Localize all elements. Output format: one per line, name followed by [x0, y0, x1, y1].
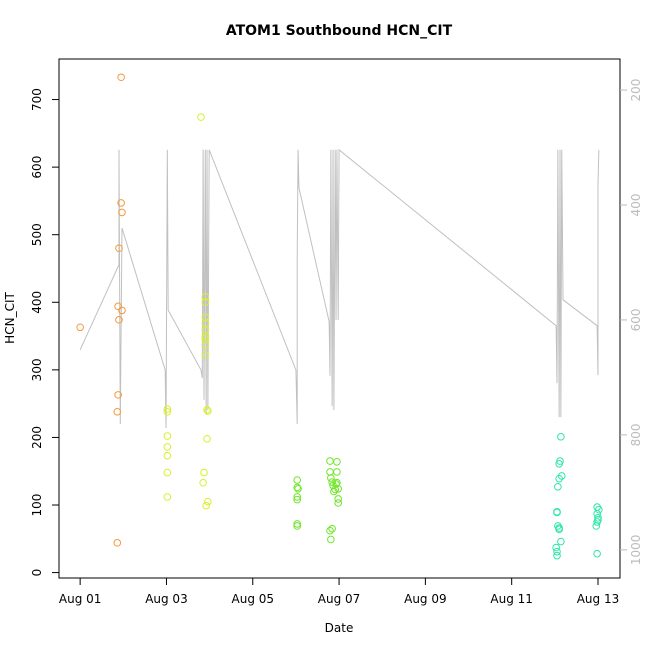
point — [334, 484, 343, 493]
y-tick-label: 700 — [30, 88, 44, 111]
y2-tick-label: 600 — [629, 308, 643, 331]
point — [163, 443, 172, 451]
point — [113, 539, 122, 547]
x-tick-label: Aug 09 — [404, 592, 447, 606]
point — [293, 520, 302, 528]
point — [163, 451, 172, 460]
point — [118, 208, 126, 217]
y-tick-label: 0 — [30, 569, 44, 577]
point — [557, 472, 566, 480]
x-tick-label: Aug 03 — [145, 592, 188, 606]
y-tick-label: 200 — [30, 426, 44, 449]
point — [293, 483, 302, 492]
point — [163, 432, 172, 440]
point — [333, 468, 341, 476]
point — [163, 405, 172, 413]
y-tick-label: 100 — [30, 494, 44, 517]
point — [113, 407, 122, 416]
point — [553, 547, 561, 556]
point — [333, 457, 341, 466]
point — [203, 405, 211, 414]
x-tick-label: Aug 11 — [490, 592, 533, 606]
point — [326, 526, 334, 535]
point — [201, 334, 210, 343]
y2-tick-label: 400 — [629, 194, 643, 217]
point — [163, 493, 172, 501]
point — [293, 493, 302, 501]
point — [293, 476, 302, 484]
point — [117, 199, 125, 207]
point — [328, 524, 336, 533]
point — [552, 543, 560, 552]
y-tick-label: 300 — [30, 358, 44, 381]
x-tick-label: Aug 13 — [577, 592, 620, 606]
point — [204, 407, 212, 415]
point — [117, 73, 125, 82]
point — [557, 537, 565, 546]
point — [594, 516, 602, 524]
x-tick-label: Aug 07 — [318, 592, 361, 606]
point — [201, 298, 210, 307]
point — [199, 478, 207, 487]
y-tick-label: 400 — [30, 291, 44, 314]
point — [293, 522, 302, 530]
y-tick-label: 500 — [30, 223, 44, 246]
point — [293, 495, 302, 504]
point — [594, 514, 602, 522]
point — [593, 549, 601, 558]
point — [328, 478, 336, 486]
point — [332, 480, 340, 488]
y2-tick-label: 200 — [629, 79, 643, 102]
point — [201, 313, 210, 321]
y-axis-label: HCN_CIT — [3, 292, 17, 344]
point — [114, 391, 122, 399]
point — [201, 351, 210, 359]
x-axis-label: Date — [325, 621, 354, 635]
point — [201, 332, 210, 340]
point — [553, 508, 561, 517]
point — [553, 551, 561, 560]
point — [555, 474, 563, 483]
point — [201, 293, 210, 301]
point — [76, 323, 84, 332]
point — [557, 432, 565, 441]
point — [200, 468, 208, 477]
point — [555, 459, 563, 468]
point — [555, 525, 563, 534]
point — [327, 535, 335, 544]
gray-line — [79, 148, 600, 428]
point — [201, 326, 210, 334]
point — [118, 306, 126, 315]
point — [115, 244, 123, 253]
x-tick-label: Aug 01 — [59, 592, 102, 606]
y2-tick-label: 1000 — [629, 535, 643, 566]
point — [294, 484, 302, 493]
point — [115, 316, 123, 324]
point — [203, 434, 211, 443]
point — [595, 505, 603, 514]
point — [163, 407, 172, 416]
point — [114, 302, 122, 311]
point — [554, 482, 562, 491]
point — [327, 474, 335, 482]
point — [334, 495, 343, 503]
point — [204, 497, 212, 506]
x-tick-label: Aug 05 — [232, 592, 275, 606]
point — [334, 499, 343, 507]
point — [331, 485, 339, 494]
point — [197, 113, 205, 121]
y2-tick-label: 800 — [629, 423, 643, 446]
point — [554, 522, 562, 530]
point — [202, 501, 210, 510]
point — [201, 341, 210, 349]
chart-title: ATOM1 Southbound HCN_CIT — [226, 23, 453, 39]
point — [163, 468, 172, 477]
y-tick-label: 600 — [30, 156, 44, 179]
